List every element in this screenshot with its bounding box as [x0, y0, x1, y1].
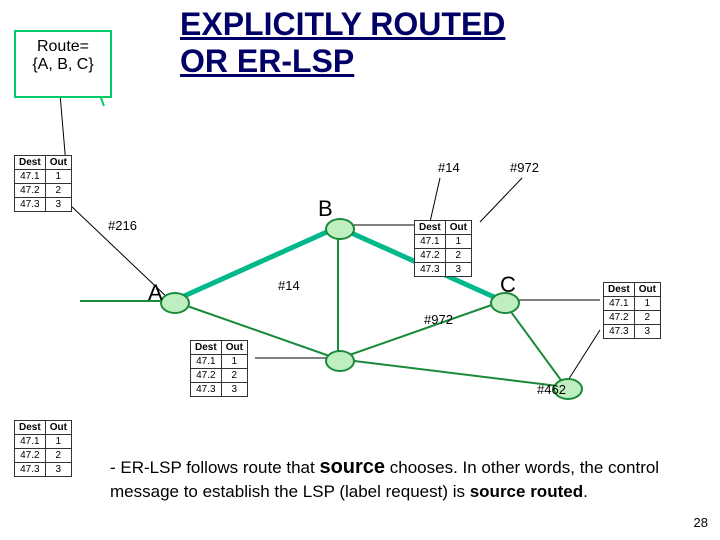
node-label: C: [500, 272, 516, 298]
routing-table: DestOut47.1147.2247.33: [14, 155, 72, 212]
route-line1: Route=: [16, 38, 110, 56]
router-node: [325, 350, 355, 372]
routing-table: DestOut47.1147.2247.33: [190, 340, 248, 397]
routing-table: DestOut47.1147.2247.33: [14, 420, 72, 477]
route-box: Route= {A, B, C}: [14, 30, 112, 98]
routing-table: DestOut47.1147.2247.33: [414, 220, 472, 277]
lsp-label: #972: [424, 312, 453, 327]
page-number: 28: [694, 515, 708, 530]
lsp-label: #462: [537, 382, 566, 397]
title-line2: OR ER-LSP: [180, 43, 505, 80]
bullet-text: - ER-LSP follows route that source choos…: [110, 454, 690, 504]
router-node: [160, 292, 190, 314]
lsp-label: #216: [108, 218, 137, 233]
lsp-label: #14: [278, 278, 300, 293]
node-label: B: [318, 196, 333, 222]
slide-title: EXPLICITLY ROUTED OR ER-LSP: [180, 6, 505, 80]
title-line1: EXPLICITLY ROUTED: [180, 6, 505, 43]
routing-table: DestOut47.1147.2247.33: [603, 282, 661, 339]
route-line2: {A, B, C}: [16, 56, 110, 74]
lsp-label: #14: [438, 160, 460, 175]
lsp-label: #972: [510, 160, 539, 175]
node-label: A: [148, 280, 163, 306]
